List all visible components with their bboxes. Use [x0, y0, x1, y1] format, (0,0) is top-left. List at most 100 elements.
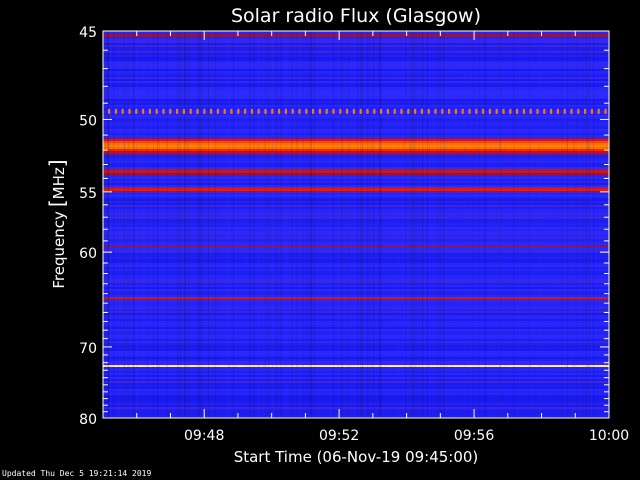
- spectrogram-row: [103, 399, 609, 401]
- spectrogram-streak: [384, 31, 386, 418]
- y-axis-label-unit: MHz: [50, 167, 68, 199]
- dotted-emission-mark: [386, 108, 389, 114]
- spectrogram-row: [103, 97, 609, 99]
- spectrogram-streak: [360, 31, 362, 418]
- spectrogram-row: [103, 351, 609, 353]
- spectrogram-streak: [166, 31, 168, 418]
- spectrogram-streak: [413, 31, 415, 418]
- spectrogram-row: [103, 71, 609, 73]
- spectrogram-row: [103, 119, 609, 121]
- spectrogram-streak: [574, 31, 576, 418]
- spectrogram-row: [103, 185, 609, 187]
- spectrogram-row: [103, 149, 609, 151]
- spectrogram-streak: [124, 31, 125, 418]
- spectrogram-streak: [280, 31, 282, 418]
- spectrogram-row: [103, 121, 609, 123]
- spectrogram-row: [103, 35, 609, 37]
- spectrogram-row: [103, 251, 609, 253]
- spectrogram-row: [103, 273, 609, 275]
- spectrogram-streak: [437, 31, 439, 418]
- spectrogram-row: [103, 267, 609, 269]
- spectrogram-row: [103, 195, 609, 197]
- spectrogram-streak: [197, 31, 199, 418]
- spectrogram-row: [103, 337, 609, 339]
- spectrogram-row: [103, 257, 609, 259]
- y-axis-label-bracket-close: ]: [45, 159, 69, 167]
- spectrogram-streak: [341, 31, 343, 418]
- spectrogram-row: [103, 133, 609, 135]
- spectrogram-row: [103, 275, 609, 277]
- spectrogram-row: [103, 373, 609, 375]
- spectrogram-row: [103, 265, 609, 267]
- spectrogram-streak: [232, 31, 234, 418]
- spectrogram-streak: [397, 31, 399, 418]
- spectrogram-streak: [158, 31, 160, 418]
- spectrogram-row: [103, 75, 609, 77]
- spectrogram-row: [103, 47, 609, 49]
- spectrogram-row: [103, 325, 609, 327]
- y-tick-label: 60: [79, 246, 97, 262]
- spectrogram-streak: [311, 31, 313, 418]
- dotted-emission-mark: [312, 108, 315, 114]
- spectrogram-streak: [306, 31, 308, 418]
- spectrogram-row: [103, 55, 609, 57]
- spectrogram-streak: [104, 31, 106, 418]
- dotted-emission-mark: [400, 108, 403, 114]
- spectrogram-streak: [418, 31, 420, 418]
- spectrogram-streak: [409, 31, 411, 418]
- spectrogram-streak: [606, 31, 608, 418]
- updated-timestamp: Updated Thu Dec 5 19:21:14 2019: [2, 469, 152, 478]
- spectrogram-streak: [296, 31, 298, 418]
- dotted-emission-mark: [352, 108, 355, 114]
- spectrogram-streak: [159, 31, 160, 418]
- spectrogram-streak: [567, 31, 569, 418]
- spectrogram-streak: [566, 31, 568, 418]
- spectrogram-row: [103, 363, 609, 365]
- spectrogram-streak: [429, 31, 430, 418]
- spectrogram-row: [103, 379, 609, 381]
- spectrogram-row: [103, 285, 609, 287]
- spectrogram-streak: [147, 31, 148, 418]
- spectrogram-row: [103, 207, 609, 209]
- spectrogram-row: [103, 137, 609, 139]
- spectrogram-row: [103, 345, 609, 347]
- spectrogram-row: [103, 331, 609, 333]
- spectrogram-row: [103, 313, 609, 315]
- spectrogram-streak: [576, 31, 578, 418]
- spectrogram-row: [103, 365, 609, 367]
- dotted-emission-mark: [237, 108, 240, 114]
- spectrogram-streak: [314, 31, 316, 418]
- dotted-emission-mark: [250, 108, 253, 114]
- spectrogram-streak: [107, 31, 109, 418]
- dotted-emission-mark: [509, 108, 512, 114]
- dotted-emission-mark: [441, 108, 444, 114]
- spectrogram-row: [103, 409, 609, 411]
- spectrogram-row: [103, 347, 609, 349]
- dotted-emission-mark: [203, 108, 206, 114]
- spectrogram-row: [103, 175, 609, 177]
- spectrogram-streak: [418, 31, 420, 418]
- spectrogram-row: [103, 211, 609, 213]
- spectrogram-row: [103, 215, 609, 217]
- spectrogram-row: [103, 371, 609, 373]
- spectrogram-row: [103, 201, 609, 203]
- spectrogram-streak: [263, 31, 265, 418]
- spectrogram-row: [103, 101, 609, 103]
- spectrogram-row: [103, 375, 609, 377]
- spectrogram-streak: [539, 31, 541, 418]
- spectrogram-row: [103, 177, 609, 179]
- spectrogram-row: [103, 239, 609, 241]
- spectrogram-streak: [573, 31, 575, 418]
- spectrogram-row: [103, 271, 609, 273]
- spectrogram-streak: [264, 31, 266, 418]
- spectrogram-row: [103, 203, 609, 205]
- spectrogram-row: [103, 39, 609, 41]
- spectrogram-row: [103, 357, 609, 359]
- spectrogram-row: [103, 171, 609, 173]
- spectrogram-streak: [272, 31, 274, 418]
- spectrogram-row: [103, 229, 609, 231]
- spectrogram-row: [103, 355, 609, 357]
- spectrogram-row: [103, 43, 609, 45]
- spectrogram-streak: [188, 31, 189, 418]
- spectrogram-row: [103, 45, 609, 47]
